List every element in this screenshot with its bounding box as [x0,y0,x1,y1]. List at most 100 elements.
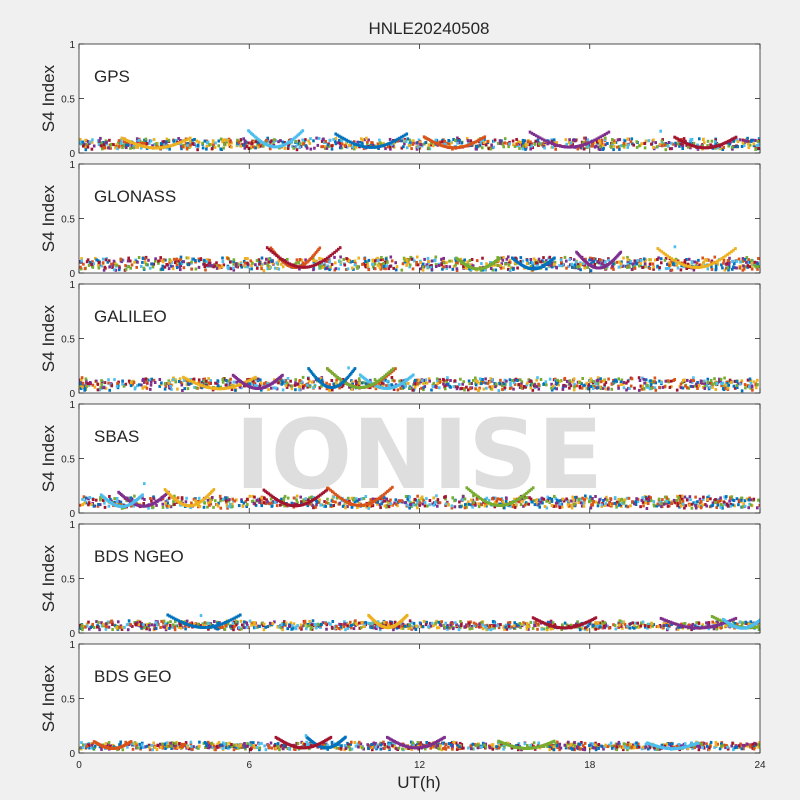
data-point [329,503,333,507]
data-point [88,260,92,264]
data-point [533,142,537,146]
data-point [318,498,321,502]
data-point [726,139,730,143]
data-point [408,263,412,267]
data-point [405,263,408,267]
data-point [592,257,596,261]
data-point [565,145,568,149]
data-point [116,500,119,504]
data-point [501,258,505,262]
data-point [352,503,356,507]
data-point [471,502,475,506]
data-point [114,268,118,272]
data-point [185,138,188,142]
data-point [683,259,687,263]
data-point [135,265,138,269]
data-point [167,496,171,500]
data-point [703,381,707,385]
data-point [473,502,477,506]
data-point [189,143,192,147]
data-point [751,388,754,392]
data-point [406,261,409,265]
data-point [622,256,625,260]
data-point [499,498,503,501]
data-point [185,496,188,500]
data-point [266,500,269,504]
data-point [429,266,433,270]
data-point [621,144,625,148]
data-point [580,386,584,390]
data-point [358,379,361,383]
data-point [164,258,167,262]
data-point [474,378,478,382]
data-point [387,505,391,509]
data-point [119,500,123,504]
data-point [574,496,577,499]
data-point [465,137,469,140]
data-point [597,136,601,140]
data-point [147,258,150,262]
data-point [250,377,254,381]
data-point [277,140,280,144]
data-point [733,504,736,508]
data-point [595,137,599,141]
data-point [663,385,667,389]
data-point [607,258,610,262]
data-point [250,142,253,146]
data-point [119,138,123,142]
data-point [532,133,536,136]
data-point [490,143,493,147]
data-point [426,256,430,260]
data-point [325,488,329,492]
data-point [222,146,225,150]
data-point [265,143,268,147]
data-point [419,142,422,146]
data-point [202,379,206,383]
data-point [424,136,427,140]
data-point [286,146,290,150]
data-point [561,145,564,148]
data-point [410,257,414,261]
data-point [653,380,656,384]
data-point [129,384,133,388]
data-point [103,146,107,150]
data-point [242,259,246,263]
data-point [311,499,314,502]
data-point [129,259,132,263]
data-point [326,497,329,501]
data-point [183,387,186,391]
data-point [184,500,188,504]
data-point [260,263,264,267]
data-point [430,259,434,263]
data-point [470,498,473,502]
data-point [166,501,169,505]
data-point [147,506,150,510]
data-point [635,145,639,149]
data-point [136,384,139,388]
data-point [389,141,392,145]
data-point [187,256,190,260]
data-point [300,130,303,134]
data-point [598,261,601,265]
data-point [756,144,759,147]
data-point [328,383,331,387]
data-point [218,494,222,498]
data-point [639,505,642,509]
data-point [358,386,361,389]
data-point [230,385,233,389]
data-point [440,263,443,267]
data-point [670,257,673,261]
data-point [264,381,268,385]
data-point [635,497,638,501]
data-point [320,139,324,143]
data-point [126,259,130,263]
data-point [168,147,171,151]
data-point [697,504,700,508]
data-point [744,265,747,269]
data-point [567,264,570,268]
data-point [394,385,397,389]
data-point [411,388,414,392]
data-point [236,143,240,147]
data-point [716,146,720,150]
data-point [664,267,668,271]
